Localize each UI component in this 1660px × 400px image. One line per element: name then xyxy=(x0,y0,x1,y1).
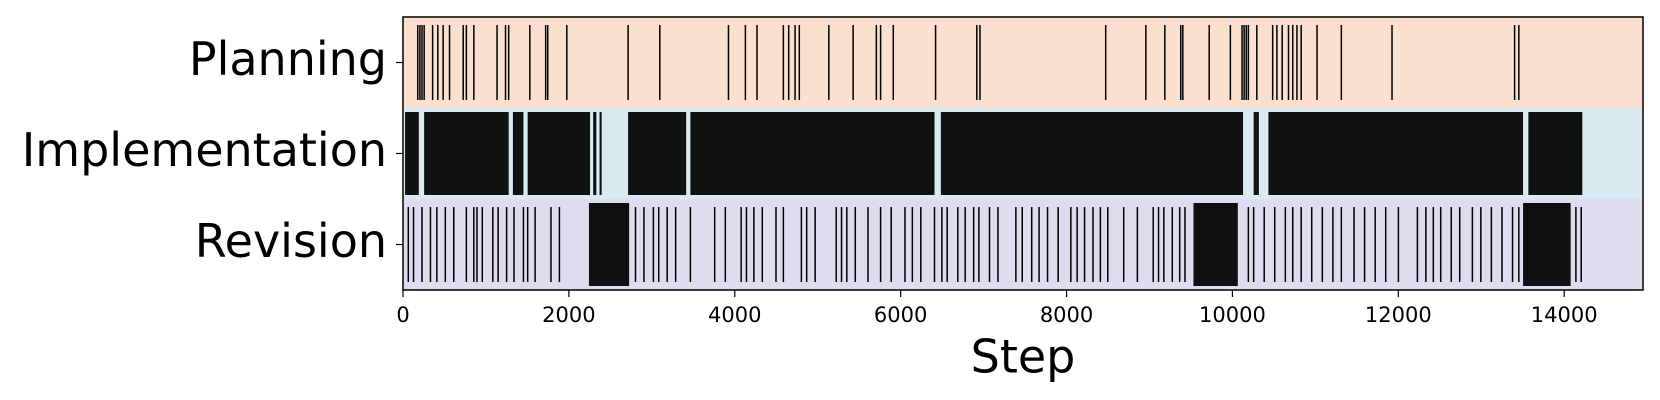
event-span xyxy=(599,112,602,195)
x-tick-label: 14000 xyxy=(1531,303,1598,327)
x-axis-label: Step xyxy=(971,330,1076,384)
row-background xyxy=(403,17,1643,108)
event-span xyxy=(1528,112,1583,195)
event-span xyxy=(940,112,1244,195)
event-span xyxy=(512,112,524,195)
x-tick-label: 2000 xyxy=(542,303,595,327)
event-span xyxy=(1193,203,1238,286)
y-tick-label: Revision xyxy=(195,214,387,268)
event-span xyxy=(405,112,419,195)
event-span xyxy=(527,112,591,195)
event-span xyxy=(588,203,630,286)
x-tick-label: 12000 xyxy=(1365,303,1432,327)
event-span xyxy=(1253,112,1259,195)
event-span xyxy=(1523,203,1571,286)
x-tick-label: 4000 xyxy=(708,303,761,327)
event-span xyxy=(690,112,935,195)
event-span xyxy=(1268,112,1524,195)
event-span xyxy=(628,112,687,195)
x-tick-label: 6000 xyxy=(874,303,927,327)
x-tick-label: 10000 xyxy=(1199,303,1266,327)
x-tick-label: 0 xyxy=(396,303,409,327)
y-tick-label: Planning xyxy=(189,32,387,86)
event-span xyxy=(593,112,597,195)
event-span xyxy=(424,112,509,195)
y-tick-label: Implementation xyxy=(22,123,387,177)
plot-frame xyxy=(402,16,1644,291)
x-tick-label: 8000 xyxy=(1040,303,1093,327)
